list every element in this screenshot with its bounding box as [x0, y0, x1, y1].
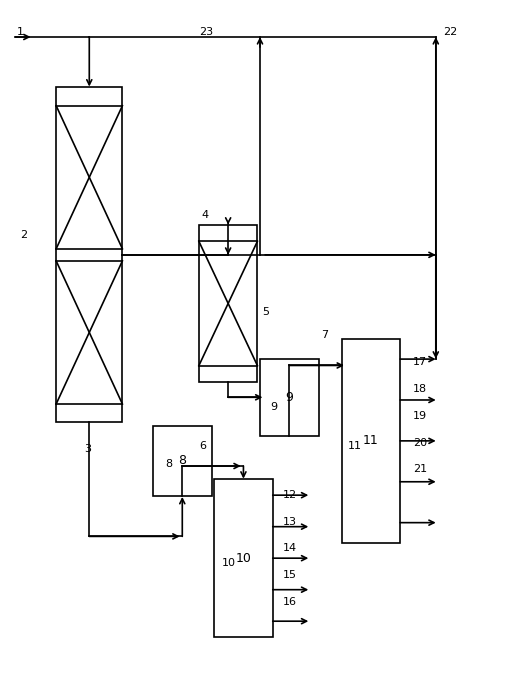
Text: 22: 22: [444, 27, 458, 38]
Text: 10: 10: [236, 552, 251, 565]
Bar: [56, 88, 122, 423]
Bar: [214, 479, 273, 637]
Text: 9: 9: [270, 402, 277, 412]
Text: 2: 2: [20, 230, 28, 240]
Text: 11: 11: [348, 441, 361, 451]
Text: 23: 23: [199, 27, 213, 38]
Text: 12: 12: [283, 490, 297, 500]
Text: 6: 6: [199, 441, 206, 451]
Text: 13: 13: [283, 516, 297, 527]
Text: 10: 10: [222, 558, 236, 568]
Text: 14: 14: [283, 544, 297, 553]
Text: 19: 19: [413, 410, 427, 421]
Text: 20: 20: [413, 438, 427, 447]
Text: 8: 8: [178, 454, 186, 467]
Text: 15: 15: [283, 570, 297, 580]
Text: 3: 3: [84, 444, 91, 454]
Bar: [153, 425, 212, 496]
Bar: [260, 359, 319, 436]
Text: 1: 1: [17, 27, 23, 38]
Text: 9: 9: [285, 391, 293, 404]
Bar: [342, 339, 400, 543]
Text: 8: 8: [166, 459, 173, 469]
Text: 17: 17: [413, 357, 427, 367]
Text: 11: 11: [363, 434, 379, 447]
Text: 4: 4: [201, 209, 209, 220]
Text: 18: 18: [413, 384, 427, 394]
Text: 7: 7: [321, 330, 328, 341]
Bar: [199, 224, 257, 382]
Text: 16: 16: [283, 597, 297, 607]
Text: 5: 5: [263, 307, 269, 317]
Text: 21: 21: [413, 464, 427, 475]
